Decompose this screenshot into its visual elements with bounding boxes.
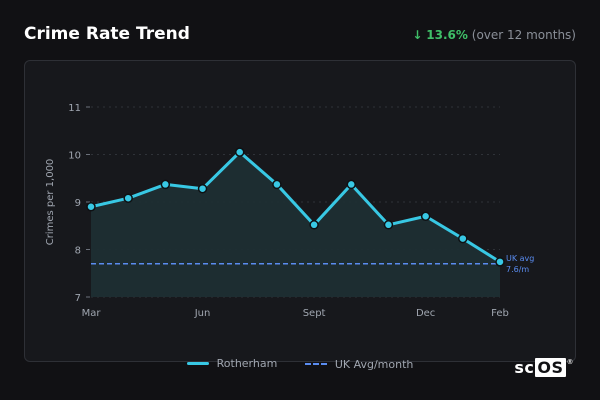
series-line-rotherham xyxy=(89,150,502,264)
data-point xyxy=(458,233,468,244)
data-point xyxy=(86,202,96,212)
y-tick-label: 10 xyxy=(68,151,81,162)
data-point xyxy=(383,220,394,230)
y-tick-label: 7 xyxy=(75,293,81,304)
legend-item-uk-avg[interactable]: UK Avg/month xyxy=(304,357,414,371)
y-tick-label: 9 xyxy=(75,198,81,209)
header: Crime Rate Trend ↓ 13.6% (over 12 months… xyxy=(24,24,576,50)
reference-annotation-label: UK avg xyxy=(506,254,534,263)
trend-percentage: 13.6% xyxy=(426,28,468,42)
x-tick-label: Sept xyxy=(303,308,326,319)
series-line-layer xyxy=(89,150,502,264)
data-point xyxy=(123,193,133,203)
brand-boxed: OS xyxy=(535,358,566,377)
brand-logo: sc OS ® xyxy=(514,358,574,377)
trend-down-arrow-icon: ↓ xyxy=(412,28,423,42)
data-point xyxy=(160,179,171,190)
data-point xyxy=(420,211,431,221)
x-tick-label: Mar xyxy=(82,308,102,319)
y-tick-label: 11 xyxy=(68,103,81,114)
x-tick-label: Dec xyxy=(416,308,435,319)
trend-note: (over 12 months) xyxy=(471,28,576,42)
data-point xyxy=(234,147,245,157)
data-point xyxy=(309,220,319,230)
brand-mark: ® xyxy=(566,358,574,366)
legend-label: Rotherham xyxy=(216,357,278,370)
data-points xyxy=(86,147,505,267)
data-point xyxy=(346,179,357,190)
y-tick-labels: 7 8 9 10 11 xyxy=(68,103,81,304)
data-point xyxy=(495,257,505,267)
brand-prefix: sc xyxy=(514,358,535,377)
legend-item-rotherham[interactable]: Rotherham xyxy=(186,357,278,370)
y-axis-label: Crimes per 1,000 xyxy=(45,159,56,246)
chart-legend: Rotherham UK Avg/month xyxy=(0,355,600,371)
legend-dashed-line-icon xyxy=(304,363,327,365)
legend-label: UK Avg/month xyxy=(334,357,414,371)
chart-title: Crime Rate Trend xyxy=(24,24,190,44)
x-tick-labels: Mar Jun Sept Dec Feb xyxy=(82,308,509,319)
data-point xyxy=(197,183,208,194)
data-point xyxy=(272,179,282,190)
x-tick-label: Jun xyxy=(194,308,211,319)
x-tick-label: Feb xyxy=(491,308,509,319)
reference-annotation-value: 7.6/m xyxy=(506,265,529,274)
y-tick-label: 8 xyxy=(75,246,81,257)
legend-solid-line-icon xyxy=(186,362,209,365)
trend-summary: ↓ 13.6% (over 12 months) xyxy=(412,28,576,42)
